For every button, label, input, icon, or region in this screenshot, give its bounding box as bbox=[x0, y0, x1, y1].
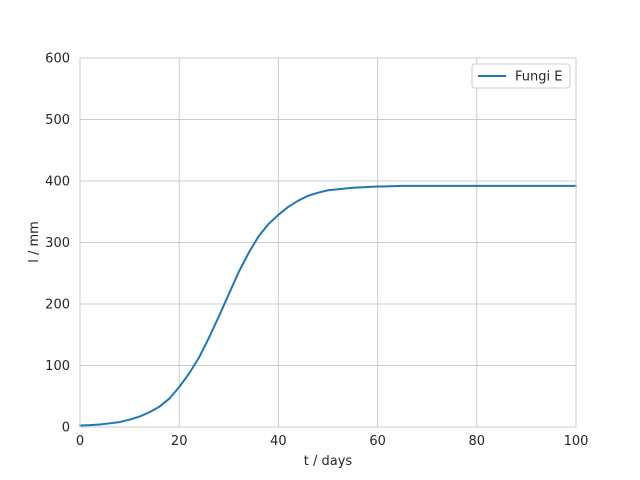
x-tick-label: 100 bbox=[564, 434, 589, 449]
y-tick-label: 200 bbox=[45, 298, 70, 313]
plot-frame bbox=[79, 57, 577, 428]
x-axis-ticks: 0 20 40 60 80 100 bbox=[76, 434, 589, 449]
x-axis-label: t / days bbox=[304, 454, 353, 469]
x-tick-label: 40 bbox=[270, 434, 287, 449]
series-line-0 bbox=[79, 184, 577, 427]
y-tick-label: 100 bbox=[45, 359, 70, 374]
legend-box bbox=[471, 63, 571, 89]
legend: Fungi E bbox=[471, 63, 571, 89]
y-axis-ticks: 0 100 200 300 400 500 600 bbox=[45, 52, 70, 436]
x-tick-label: 80 bbox=[469, 434, 486, 449]
y-tick-label: 500 bbox=[45, 113, 70, 128]
x-tick-label: 20 bbox=[171, 434, 188, 449]
y-tick-label: 300 bbox=[45, 236, 70, 251]
series-layer bbox=[79, 184, 577, 427]
y-axis-label: l / mm bbox=[27, 221, 42, 263]
y-tick-label: 600 bbox=[45, 52, 70, 67]
x-tick-label: 0 bbox=[76, 434, 84, 449]
y-tick-label: 0 bbox=[62, 421, 70, 436]
legend-label-fungi-e: Fungi E bbox=[515, 70, 562, 85]
y-tick-label: 400 bbox=[45, 175, 70, 190]
x-tick-label: 60 bbox=[369, 434, 386, 449]
